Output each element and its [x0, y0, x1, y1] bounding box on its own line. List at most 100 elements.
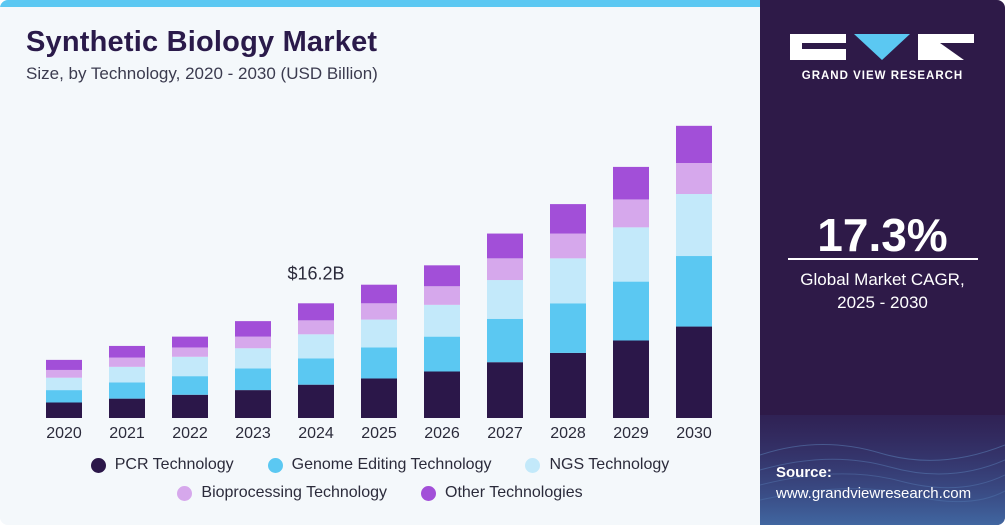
bar-2021-genome-editing [109, 382, 145, 399]
bar-2027-bioprocessing [487, 258, 523, 281]
cagr-divider [788, 258, 978, 260]
x-tick-label-2029: 2029 [613, 425, 649, 442]
bar-2022-pcr [172, 394, 208, 418]
stacked-bar-chart: 2020 2021 2022 2023 2024 $16.2B 2025 2026 2027 20… [46, 125, 712, 442]
cagr-label-line-2: 2025 - 2030 [837, 293, 928, 312]
grand-view-research-logo: GRAND VIEW RESEARCH [790, 30, 975, 90]
bar-2028-pcr [550, 352, 586, 418]
bar-2020-bioprocessing [46, 369, 82, 378]
bar-2029-other [613, 166, 649, 200]
bar-2025-other [361, 284, 397, 304]
bar-2023-ngs [235, 348, 271, 369]
x-tick-label-2021: 2021 [109, 425, 145, 442]
bar-2026-ngs [424, 304, 460, 337]
legend-label-ngs: NGS Technology [549, 456, 670, 473]
bar-2023-bioprocessing [235, 336, 271, 349]
bar-2020-other [46, 359, 82, 370]
bar-2023-genome-editing [235, 368, 271, 391]
bar-2024-ngs [298, 334, 334, 359]
bar-2027-pcr [487, 362, 523, 418]
chart-panel: Synthetic Biology Market Size, by Techno… [0, 0, 760, 502]
legend-label-other: Other Technologies [445, 484, 583, 501]
bar-2027-ngs [487, 280, 523, 319]
bar-2029-bioprocessing [613, 199, 649, 228]
bar-2023-other [235, 321, 271, 337]
x-tick-label-2030: 2030 [676, 425, 712, 442]
bar-2026-genome-editing [424, 336, 460, 372]
bar-2027-other [487, 233, 523, 259]
bar-2025-genome-editing [361, 347, 397, 379]
legend-item-other: Other Technologies [421, 484, 583, 502]
info-sidebar: GRAND VIEW RESEARCH 17.3% Global Market … [760, 0, 1005, 525]
bar-2026-bioprocessing [424, 286, 460, 305]
chart-subtitle: Size, by Technology, 2020 - 2030 (USD Bi… [26, 64, 378, 83]
bar-2025-bioprocessing [361, 303, 397, 320]
bar-2022-other [172, 336, 208, 348]
bar-2022-ngs [172, 356, 208, 377]
bar-2021-pcr [109, 398, 145, 418]
legend-row-1: PCR Technology Genome Editing Technology… [0, 456, 760, 474]
legend-item-pcr: PCR Technology [90, 456, 234, 474]
x-tick-label-2025: 2025 [361, 425, 397, 442]
bar-2030-ngs [676, 194, 712, 257]
bar-2026-pcr [424, 371, 460, 418]
bar-2021-ngs [109, 366, 145, 383]
x-tick-label-2026: 2026 [424, 425, 460, 442]
legend-item-ngs: NGS Technology [525, 456, 669, 474]
bar-2024-other [298, 303, 334, 321]
bar-2020-ngs [46, 377, 82, 391]
bar-2022-bioprocessing [172, 347, 208, 357]
legend-item-bioprocessing: Bioprocessing Technology [177, 484, 387, 502]
source-label: Source: [776, 464, 832, 481]
source-background-pattern [760, 415, 1005, 525]
bar-2029-pcr [613, 340, 649, 418]
bar-2030-pcr [676, 326, 712, 418]
x-tick-label-2020: 2020 [46, 425, 82, 442]
legend-row-2: Bioprocessing Technology Other Technolog… [0, 484, 760, 502]
bar-2028-ngs [550, 258, 586, 304]
legend-label-bioprocessing: Bioprocessing Technology [201, 484, 388, 501]
bar-2029-ngs [613, 227, 649, 282]
bar-2028-genome-editing [550, 303, 586, 353]
bar-2030-other [676, 125, 712, 164]
accent-bar [0, 0, 760, 7]
bar-2020-pcr [46, 402, 82, 418]
bar-2026-other [424, 265, 460, 287]
bar-2021-bioprocessing [109, 357, 145, 367]
bar-2025-pcr [361, 378, 397, 418]
bar-2030-genome-editing [676, 256, 712, 327]
legend-label-genome-editing: Genome Editing Technology [291, 456, 492, 473]
logo-text: GRAND VIEW RESEARCH [801, 70, 964, 82]
bar-2024-pcr [298, 384, 334, 418]
bar-2027-genome-editing [487, 318, 523, 363]
chart-title: Synthetic Biology Market [26, 26, 378, 58]
x-tick-label-2028: 2028 [550, 425, 586, 442]
bar-2021-other [109, 345, 145, 358]
data-label-2024: $16.2B [287, 263, 344, 283]
bar-2028-other [550, 204, 586, 234]
x-tick-label-2027: 2027 [487, 425, 523, 442]
cagr-label-line-1: Global Market CAGR, [800, 270, 965, 289]
bar-2022-genome-editing [172, 376, 208, 395]
logo-mark-icon [790, 34, 974, 60]
cagr-label: Global Market CAGR, 2025 - 2030 [760, 268, 1005, 314]
x-tick-label-2022: 2022 [172, 425, 208, 442]
legend-swatch-pcr [90, 457, 106, 473]
bar-2024-genome-editing [298, 358, 334, 385]
cagr-value: 17.3% [817, 209, 948, 261]
legend-item-genome-editing: Genome Editing Technology [267, 456, 492, 474]
legend-label-pcr: PCR Technology [114, 456, 234, 473]
bar-2028-bioprocessing [550, 233, 586, 259]
bar-2025-ngs [361, 319, 397, 348]
source-url[interactable]: www.grandviewresearch.com [776, 485, 972, 502]
bar-2029-genome-editing [613, 281, 649, 341]
legend-swatch-ngs [525, 457, 541, 473]
bar-2020-genome-editing [46, 390, 82, 403]
bar-2024-bioprocessing [298, 320, 334, 335]
legend-swatch-other [421, 485, 437, 501]
legend-swatch-bioprocessing [177, 485, 193, 501]
x-tick-label-2024: 2024 [298, 425, 334, 442]
legend-swatch-genome-editing [267, 457, 283, 473]
x-tick-label-2023: 2023 [235, 425, 271, 442]
